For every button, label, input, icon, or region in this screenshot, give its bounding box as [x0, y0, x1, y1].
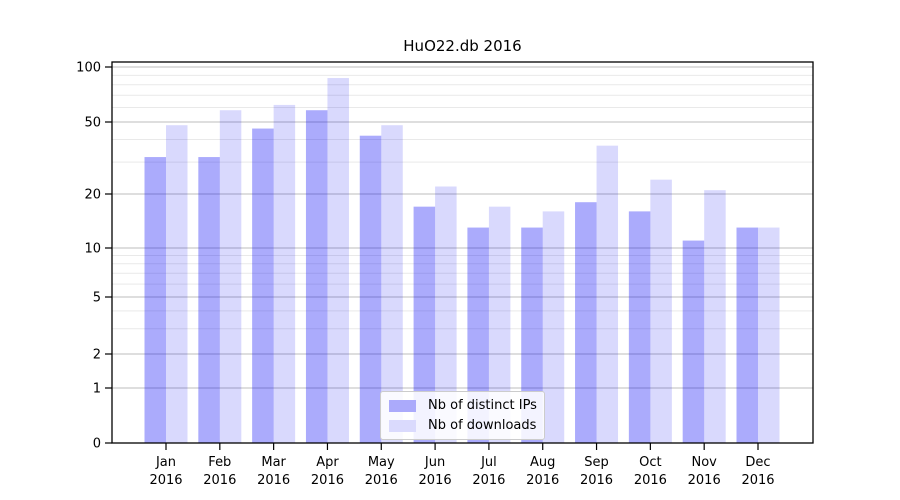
bar-distinct-ips: [682, 240, 705, 443]
bar-distinct-ips: [628, 211, 651, 443]
x-tick-label-month: May: [368, 455, 395, 470]
x-tick-label-year: 2016: [741, 473, 774, 488]
bar-downloads: [758, 227, 780, 443]
bar-downloads: [596, 145, 619, 443]
legend-item-distinct-ips: Nb of distinct IPs: [389, 396, 537, 415]
x-tick-label-month: Mar: [261, 455, 286, 470]
bar-distinct-ips: [359, 135, 382, 443]
y-tick-label: 100: [76, 61, 101, 76]
x-tick-label-month: Oct: [639, 455, 661, 470]
x-tick-label-month: Nov: [691, 455, 717, 470]
legend-label-distinct-ips: Nb of distinct IPs: [428, 398, 537, 413]
bar-downloads: [650, 179, 672, 444]
x-tick-label-month: Apr: [316, 455, 339, 470]
x-tick-label-month: Jul: [480, 455, 497, 470]
bar-downloads: [327, 78, 349, 443]
x-tick-label-month: Jun: [424, 455, 445, 470]
x-tick-label-year: 2016: [203, 473, 236, 488]
y-tick-label: 0: [93, 437, 101, 452]
x-tick-label-month: Feb: [208, 455, 231, 470]
bar-downloads: [704, 190, 726, 443]
bar-downloads: [542, 211, 565, 443]
y-tick-label: 5: [93, 291, 101, 306]
bar-distinct-ips: [252, 128, 274, 443]
bar-distinct-ips: [144, 157, 166, 443]
x-tick-label-month: Aug: [530, 455, 555, 470]
x-tick-label-year: 2016: [365, 473, 398, 488]
bar-downloads: [273, 104, 296, 444]
x-tick-label-month: Dec: [745, 455, 770, 470]
bar-downloads: [488, 206, 511, 443]
chart-title: HuO22.db 2016: [403, 37, 522, 55]
bar-distinct-ips: [575, 202, 597, 443]
x-tick-label-year: 2016: [580, 473, 613, 488]
y-tick-label: 1: [93, 382, 101, 397]
y-tick-label: 20: [84, 188, 101, 203]
x-tick-label-year: 2016: [688, 473, 721, 488]
x-tick-label-month: Jan: [155, 455, 176, 470]
bar-downloads: [166, 125, 188, 443]
bar-distinct-ips: [198, 157, 220, 443]
axes-frame: [111, 61, 814, 444]
x-tick-label-year: 2016: [257, 473, 290, 488]
bar-distinct-ips: [521, 227, 543, 443]
y-tick-label: 50: [84, 116, 101, 131]
legend-item-downloads: Nb of downloads: [389, 416, 536, 435]
bar-downloads: [219, 110, 242, 443]
x-tick-label-year: 2016: [311, 473, 344, 488]
x-tick-label-month: Sep: [584, 455, 609, 470]
legend-swatch-distinct-ips: [389, 399, 416, 412]
legend: Nb of distinct IPs Nb of downloads: [380, 391, 545, 440]
x-tick-label-year: 2016: [634, 473, 667, 488]
y-tick-label: 10: [84, 242, 101, 257]
x-tick-label-year: 2016: [472, 473, 505, 488]
bar-distinct-ips: [413, 206, 436, 443]
bar-downloads: [435, 186, 457, 443]
bar-distinct-ips: [736, 227, 758, 443]
x-tick-label-year: 2016: [526, 473, 559, 488]
x-tick-label-year: 2016: [419, 473, 452, 488]
x-tick-label-year: 2016: [149, 473, 182, 488]
bar-downloads: [381, 125, 403, 443]
bar-distinct-ips: [305, 110, 328, 443]
legend-label-downloads: Nb of downloads: [428, 418, 537, 433]
bar-distinct-ips: [467, 227, 489, 443]
legend-swatch-downloads: [389, 419, 416, 432]
y-tick-label: 2: [93, 348, 101, 363]
